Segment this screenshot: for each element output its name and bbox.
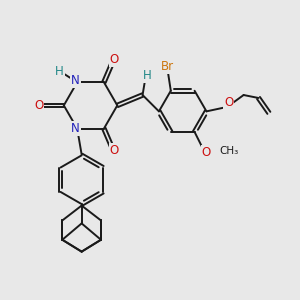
Text: H: H bbox=[143, 69, 152, 82]
Text: O: O bbox=[110, 144, 119, 158]
Text: CH₃: CH₃ bbox=[220, 146, 239, 156]
Text: N: N bbox=[71, 74, 80, 87]
Text: O: O bbox=[202, 146, 211, 159]
Text: O: O bbox=[34, 99, 43, 112]
Text: H: H bbox=[55, 65, 64, 78]
Text: Br: Br bbox=[161, 61, 174, 74]
Text: O: O bbox=[110, 53, 119, 67]
Text: N: N bbox=[71, 122, 80, 135]
Text: O: O bbox=[224, 96, 233, 109]
